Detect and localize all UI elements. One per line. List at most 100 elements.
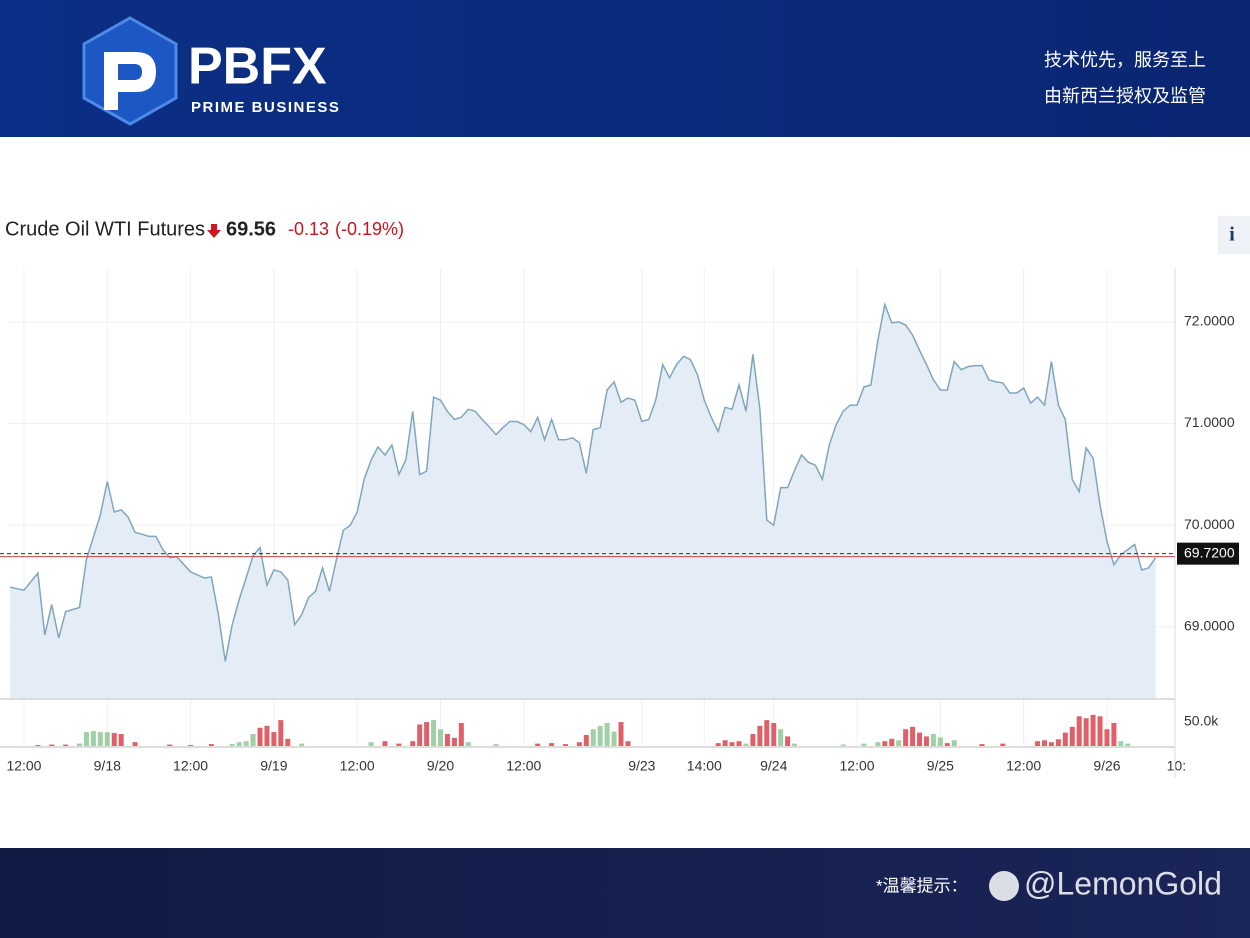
volume-bar	[1041, 740, 1047, 746]
volume-bar	[729, 742, 735, 746]
reference-label-box	[1177, 542, 1239, 565]
volume-bar	[951, 740, 957, 746]
volume-bar	[1104, 729, 1110, 746]
reference-label: 69.7200	[1184, 544, 1235, 560]
volume-bar	[764, 720, 770, 746]
volume-bar	[1069, 726, 1075, 746]
chart-title: Crude Oil WTI Futures	[5, 218, 205, 240]
x-tick-label: 9/24	[760, 758, 787, 774]
volume-bar	[83, 732, 89, 746]
volume-bar	[63, 744, 69, 746]
volume-bar	[1076, 716, 1082, 746]
x-tick-label: 9/26	[1093, 758, 1120, 774]
volume-bar	[583, 734, 589, 746]
volume-bar	[368, 742, 374, 746]
info-button[interactable]	[1218, 216, 1250, 254]
volume-bar	[1048, 742, 1054, 746]
volume-bar	[896, 740, 902, 746]
volume-bar	[750, 734, 756, 746]
watermark-icon	[989, 871, 1019, 901]
x-tick-label: 9/23	[628, 758, 655, 774]
volume-bar	[625, 741, 631, 746]
volume-bar	[243, 741, 249, 746]
volume-bar	[562, 744, 568, 746]
volume-bar	[1097, 716, 1103, 746]
volume-bar	[167, 744, 173, 746]
volume-bar	[715, 743, 721, 746]
price-change: -0.13	[288, 219, 329, 239]
y-tick-label: 69.0000	[1184, 618, 1235, 634]
volume-bar	[208, 744, 214, 746]
x-tick-label: 12:00	[840, 758, 875, 774]
logo-icon	[82, 16, 178, 126]
volume-bar	[229, 744, 235, 746]
volume-bar	[792, 743, 798, 746]
volume-bar	[1083, 718, 1089, 746]
x-tick-label: 14:00	[687, 758, 722, 774]
volume-bar	[382, 741, 388, 746]
volume-bar	[604, 723, 610, 746]
footer-notice: *温馨提示：	[876, 876, 968, 895]
volume-bar	[597, 725, 603, 746]
volume-bar	[889, 738, 895, 746]
volume-bar	[611, 731, 617, 746]
slogan: 由新西兰授权及监管	[1044, 86, 1206, 106]
volume-bar	[1062, 732, 1068, 746]
x-tick-label: 12:00	[340, 758, 375, 774]
volume-bar	[618, 722, 624, 746]
volume-bar	[944, 743, 950, 746]
volume-bar	[736, 741, 742, 746]
volume-bar	[451, 737, 457, 746]
down-arrow	[207, 224, 221, 238]
volume-bar	[923, 736, 929, 746]
volume-bar	[1125, 743, 1131, 746]
y-tick-label: 71.0000	[1184, 414, 1235, 430]
volume-bar	[910, 726, 916, 746]
volume-bar	[903, 729, 909, 746]
x-tick-label: 9/19	[260, 758, 287, 774]
volume-bar	[424, 722, 430, 746]
volume-bar	[757, 725, 763, 746]
volume-bar	[396, 743, 402, 746]
volume-bar	[410, 741, 416, 746]
volume-bar	[236, 742, 242, 746]
brand-sub: PRIME BUSINESS	[191, 99, 340, 116]
volume-bar	[77, 743, 83, 746]
volume-bar	[979, 744, 985, 746]
y-tick-label: 72.0000	[1184, 313, 1235, 329]
volume-bar	[549, 743, 555, 746]
volume-bar	[1000, 743, 1006, 746]
header-band	[0, 0, 1250, 137]
volume-bar	[535, 743, 541, 746]
volume-bar	[917, 732, 923, 746]
volume-bar	[1090, 714, 1096, 746]
volume-bar	[257, 727, 263, 746]
volume-bar	[49, 744, 55, 746]
last-price: 69.56	[226, 218, 276, 240]
plot: 12:00 9/18 12:00 9/19 12:00 9/20 12:00 9/23 14:0…	[0, 268, 1239, 778]
footer-band	[0, 848, 1250, 938]
y-tick-label: 70.0000	[1184, 516, 1235, 532]
x-tick-label: 12:00	[173, 758, 208, 774]
volume-bar	[743, 743, 749, 746]
volume-bar	[90, 731, 96, 746]
volume-bar	[132, 742, 138, 746]
volume-bar	[264, 725, 270, 746]
volume-bar	[111, 733, 117, 746]
volume-bar	[576, 742, 582, 746]
x-tick-label: 9/25	[927, 758, 954, 774]
volume-bar	[278, 720, 284, 746]
volume-bar	[1055, 739, 1061, 746]
volume-bar	[97, 732, 103, 746]
volume-bar	[493, 744, 499, 746]
watermark: @LemonGold	[1024, 865, 1222, 901]
x-tick-label: 10:	[1167, 758, 1186, 774]
brand: PBFX	[188, 38, 327, 96]
slogan: 技术优先，服务至上	[1044, 50, 1206, 70]
info-icon[interactable]: i	[1229, 224, 1235, 246]
x-tick-label: 12:00	[1006, 758, 1041, 774]
volume-bar	[930, 734, 936, 746]
x-tick-label: 9/18	[94, 758, 121, 774]
volume-bar	[444, 734, 450, 746]
